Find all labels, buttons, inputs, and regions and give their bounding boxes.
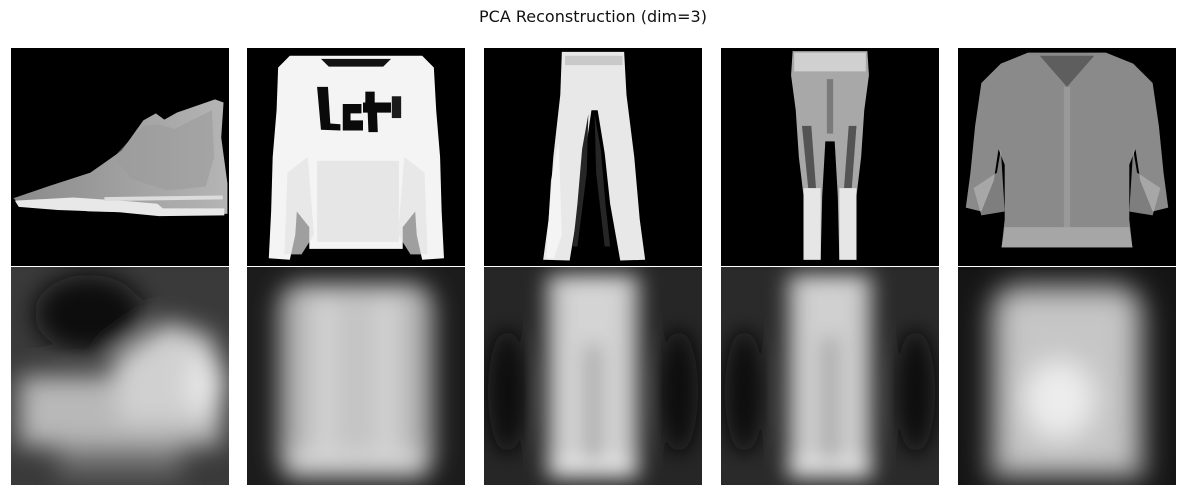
trousers-icon bbox=[484, 48, 702, 266]
reconstruction-image-trousers-1 bbox=[484, 267, 702, 485]
trousers-icon bbox=[484, 267, 702, 485]
sweater-icon bbox=[247, 267, 465, 485]
figure-title: PCA Reconstruction (dim=3) bbox=[479, 7, 707, 26]
reconstruction-image-trousers-2 bbox=[721, 267, 939, 485]
original-image-trousers-1 bbox=[484, 48, 702, 266]
ankle-boot-icon bbox=[11, 48, 229, 266]
reconstruction-image-sweater bbox=[247, 267, 465, 485]
ankle-boot-icon bbox=[11, 267, 229, 485]
original-image-sweater bbox=[247, 48, 465, 266]
reconstruction-image-boot bbox=[11, 267, 229, 485]
reconstruction-image-shirt bbox=[958, 267, 1176, 485]
original-image-shirt bbox=[958, 48, 1176, 266]
trousers-icon bbox=[721, 267, 939, 485]
original-image-boot bbox=[11, 48, 229, 266]
shirt-icon bbox=[958, 48, 1176, 266]
original-image-trousers-2 bbox=[721, 48, 939, 266]
trousers-icon bbox=[721, 48, 939, 266]
shirt-icon bbox=[958, 267, 1176, 485]
sweater-icon bbox=[247, 48, 465, 266]
